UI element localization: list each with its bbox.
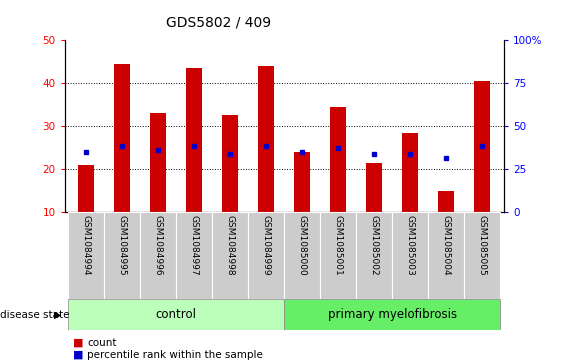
Text: GSM1084994: GSM1084994 (82, 215, 91, 276)
Bar (258, 66, 274, 212)
Bar (68, 299, 284, 330)
Bar (176, 212, 212, 299)
Text: GSM1084995: GSM1084995 (118, 215, 127, 276)
Bar (402, 132, 418, 212)
Text: ▶: ▶ (55, 310, 62, 320)
Bar (366, 163, 382, 212)
Text: GSM1085004: GSM1085004 (442, 215, 451, 276)
Text: ■: ■ (73, 338, 84, 348)
Text: GSM1084999: GSM1084999 (262, 215, 271, 276)
Text: GDS5802 / 409: GDS5802 / 409 (166, 15, 271, 29)
Bar (68, 212, 104, 299)
Bar (320, 212, 356, 299)
Bar (186, 68, 203, 212)
Bar (294, 152, 310, 212)
Text: count: count (87, 338, 117, 348)
Bar (428, 212, 464, 299)
Text: GSM1085005: GSM1085005 (478, 215, 487, 276)
Bar (212, 212, 248, 299)
Text: GSM1084998: GSM1084998 (226, 215, 235, 276)
Bar (284, 299, 501, 330)
Text: GSM1085003: GSM1085003 (406, 215, 415, 276)
Text: disease state: disease state (0, 310, 69, 320)
Bar (248, 212, 284, 299)
Bar (464, 212, 501, 299)
Bar (78, 165, 95, 212)
Bar (140, 212, 176, 299)
Text: GSM1085002: GSM1085002 (370, 215, 379, 276)
Text: GSM1084997: GSM1084997 (190, 215, 199, 276)
Bar (114, 64, 131, 212)
Text: ■: ■ (73, 350, 84, 360)
Bar (392, 212, 428, 299)
Text: GSM1084996: GSM1084996 (154, 215, 163, 276)
Text: primary myelofibrosis: primary myelofibrosis (328, 309, 457, 321)
Bar (104, 212, 140, 299)
Bar (150, 113, 167, 212)
Text: GSM1085000: GSM1085000 (298, 215, 307, 276)
Text: percentile rank within the sample: percentile rank within the sample (87, 350, 263, 360)
Bar (222, 115, 238, 212)
Bar (356, 212, 392, 299)
Bar (330, 107, 346, 212)
Text: GSM1085001: GSM1085001 (334, 215, 343, 276)
Bar (284, 212, 320, 299)
Bar (438, 191, 454, 212)
Text: control: control (156, 309, 197, 321)
Bar (474, 81, 490, 212)
